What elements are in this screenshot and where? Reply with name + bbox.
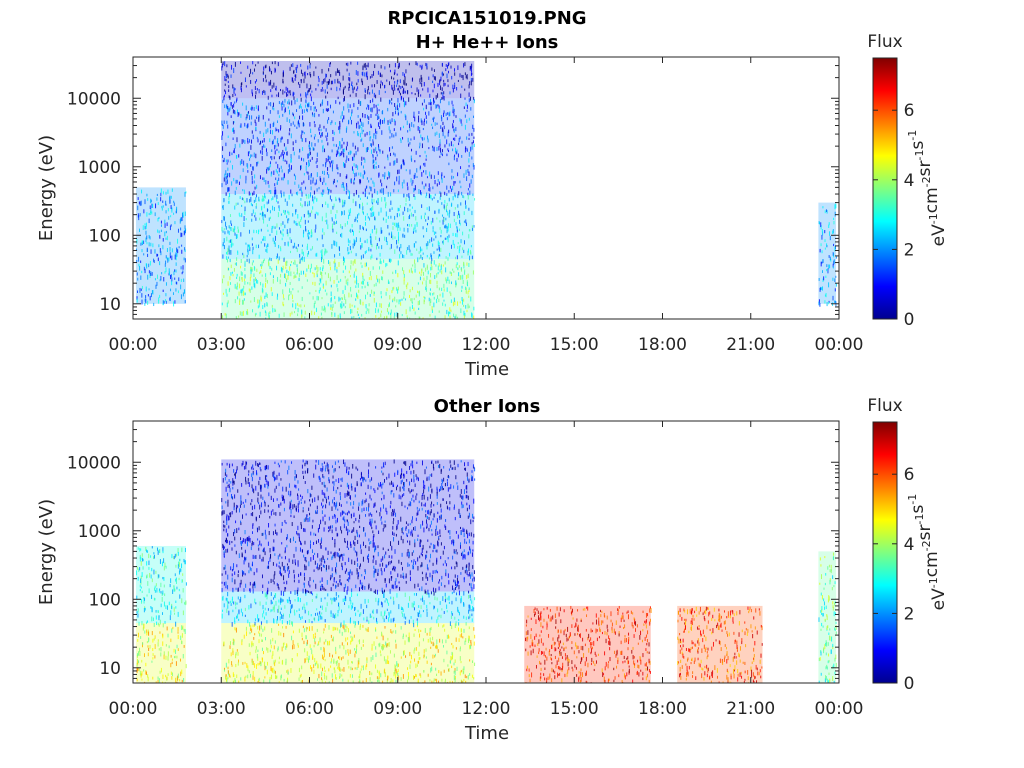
x-tick-label: 18:00 xyxy=(638,335,687,355)
x-tick-label: 03:00 xyxy=(197,335,246,355)
y-tick-label: 10 xyxy=(99,295,121,315)
y-axis-label-bottom: Energy (eV) xyxy=(36,499,57,605)
y-tick-label: 1000 xyxy=(78,158,121,178)
x-tick-label: 00:00 xyxy=(109,699,158,719)
x-tick-label: 15:00 xyxy=(550,699,599,719)
x-axis-label-bottom: Time xyxy=(464,723,509,744)
x-tick-label: 21:00 xyxy=(726,335,775,355)
x-axis-label-top: Time xyxy=(464,359,509,380)
x-tick-label: 21:00 xyxy=(726,699,775,719)
colorbar-ticks-bottom: 0 2 4 6 xyxy=(873,465,914,694)
panel-title-bottom: Other Ions xyxy=(434,396,541,417)
panel-top: H+ He++ Ions 00:00 03:00 06:00 09:00 12:00 15… xyxy=(36,32,949,380)
x-tick-label: 12:00 xyxy=(462,335,511,355)
x-tick-label: 15:00 xyxy=(550,335,599,355)
colorbar-ticks-top: 0 2 4 6 xyxy=(873,101,914,330)
colorbar-tick-label: 4 xyxy=(904,535,915,555)
flux-region-texture-4 xyxy=(221,459,476,597)
y-tick-labels-bottom: 10 100 1000 10000 xyxy=(67,453,121,679)
ticks-bottom xyxy=(132,420,840,684)
y-tick-label: 10 xyxy=(99,659,121,679)
heatmap-bottom xyxy=(135,459,837,683)
flux-region-texture-4 xyxy=(223,86,475,103)
colorbar-tick-label: 2 xyxy=(904,604,915,624)
colorbar-tick-label: 6 xyxy=(904,465,915,485)
heatmap-top xyxy=(135,60,837,319)
y-tick-label: 1000 xyxy=(78,522,121,542)
colorbar-title-top: Flux xyxy=(867,32,902,52)
y-tick-label: 100 xyxy=(89,590,121,610)
flux-region-texture-3 xyxy=(221,591,476,628)
panel-bottom: Other Ions 00:00 03:00 06:00 09:00 12:00 15:0… xyxy=(36,396,949,744)
y-tick-labels-top: 10 100 1000 10000 xyxy=(67,89,121,315)
flux-region-texture-6 xyxy=(677,606,763,683)
x-tick-label: 12:00 xyxy=(462,699,511,719)
panel-title-top: H+ He++ Ions xyxy=(416,32,559,53)
colorbar-tick-label: 0 xyxy=(904,674,915,694)
flux-region-texture-5 xyxy=(525,605,652,683)
y-tick-label: 10000 xyxy=(67,453,121,473)
colorbar-bottom xyxy=(872,421,898,684)
flux-region-texture-2 xyxy=(223,623,476,683)
y-axis-label-top: Energy (eV) xyxy=(36,135,57,241)
colorbar-label-bottom: eV-1cm-2sr-1s-1 xyxy=(906,494,949,611)
colorbar-tick-label: 4 xyxy=(904,171,915,191)
x-tick-label: 00:00 xyxy=(109,335,158,355)
x-tick-label: 06:00 xyxy=(285,335,334,355)
colorbar-top xyxy=(872,57,898,320)
x-tick-label: 09:00 xyxy=(373,699,422,719)
flux-region-6 xyxy=(818,202,837,304)
x-tick-label: 06:00 xyxy=(285,699,334,719)
x-tick-labels-top: 00:00 03:00 06:00 09:00 12:00 15:00 18:00 21:00… xyxy=(109,335,864,355)
x-tick-label: 00:00 xyxy=(815,699,864,719)
flux-region-texture-1 xyxy=(136,546,187,627)
x-tick-label: 03:00 xyxy=(197,699,246,719)
colorbar-title-bottom: Flux xyxy=(867,396,902,416)
flux-region-texture-7 xyxy=(818,552,837,683)
colorbar-tick-label: 6 xyxy=(904,101,915,121)
flux-region-texture-5 xyxy=(221,61,474,91)
flux-region-texture-3 xyxy=(221,98,475,199)
flux-region-texture-1 xyxy=(221,259,475,319)
colorbar-label-top: eV-1cm-2sr-1s-1 xyxy=(906,130,949,247)
figure-title: RPCICA151019.PNG xyxy=(387,8,586,29)
colorbar-tick-label: 0 xyxy=(904,310,915,330)
x-tick-label: 18:00 xyxy=(638,699,687,719)
colorbar-tick-label: 2 xyxy=(904,240,915,260)
flux-region-1 xyxy=(221,259,475,319)
flux-region-4 xyxy=(221,86,475,99)
x-tick-label: 09:00 xyxy=(373,335,422,355)
x-tick-labels-bottom: 00:00 03:00 06:00 09:00 12:00 15:00 18:00 21:00… xyxy=(109,699,864,719)
flux-region-texture-2 xyxy=(221,194,476,264)
flux-region-texture-0 xyxy=(136,188,187,307)
flux-region-0 xyxy=(135,187,186,304)
y-tick-label: 10000 xyxy=(67,89,121,109)
y-tick-label: 100 xyxy=(89,226,121,246)
x-tick-label: 00:00 xyxy=(815,335,864,355)
ticks-top xyxy=(132,56,840,320)
flux-region-texture-0 xyxy=(136,623,187,683)
